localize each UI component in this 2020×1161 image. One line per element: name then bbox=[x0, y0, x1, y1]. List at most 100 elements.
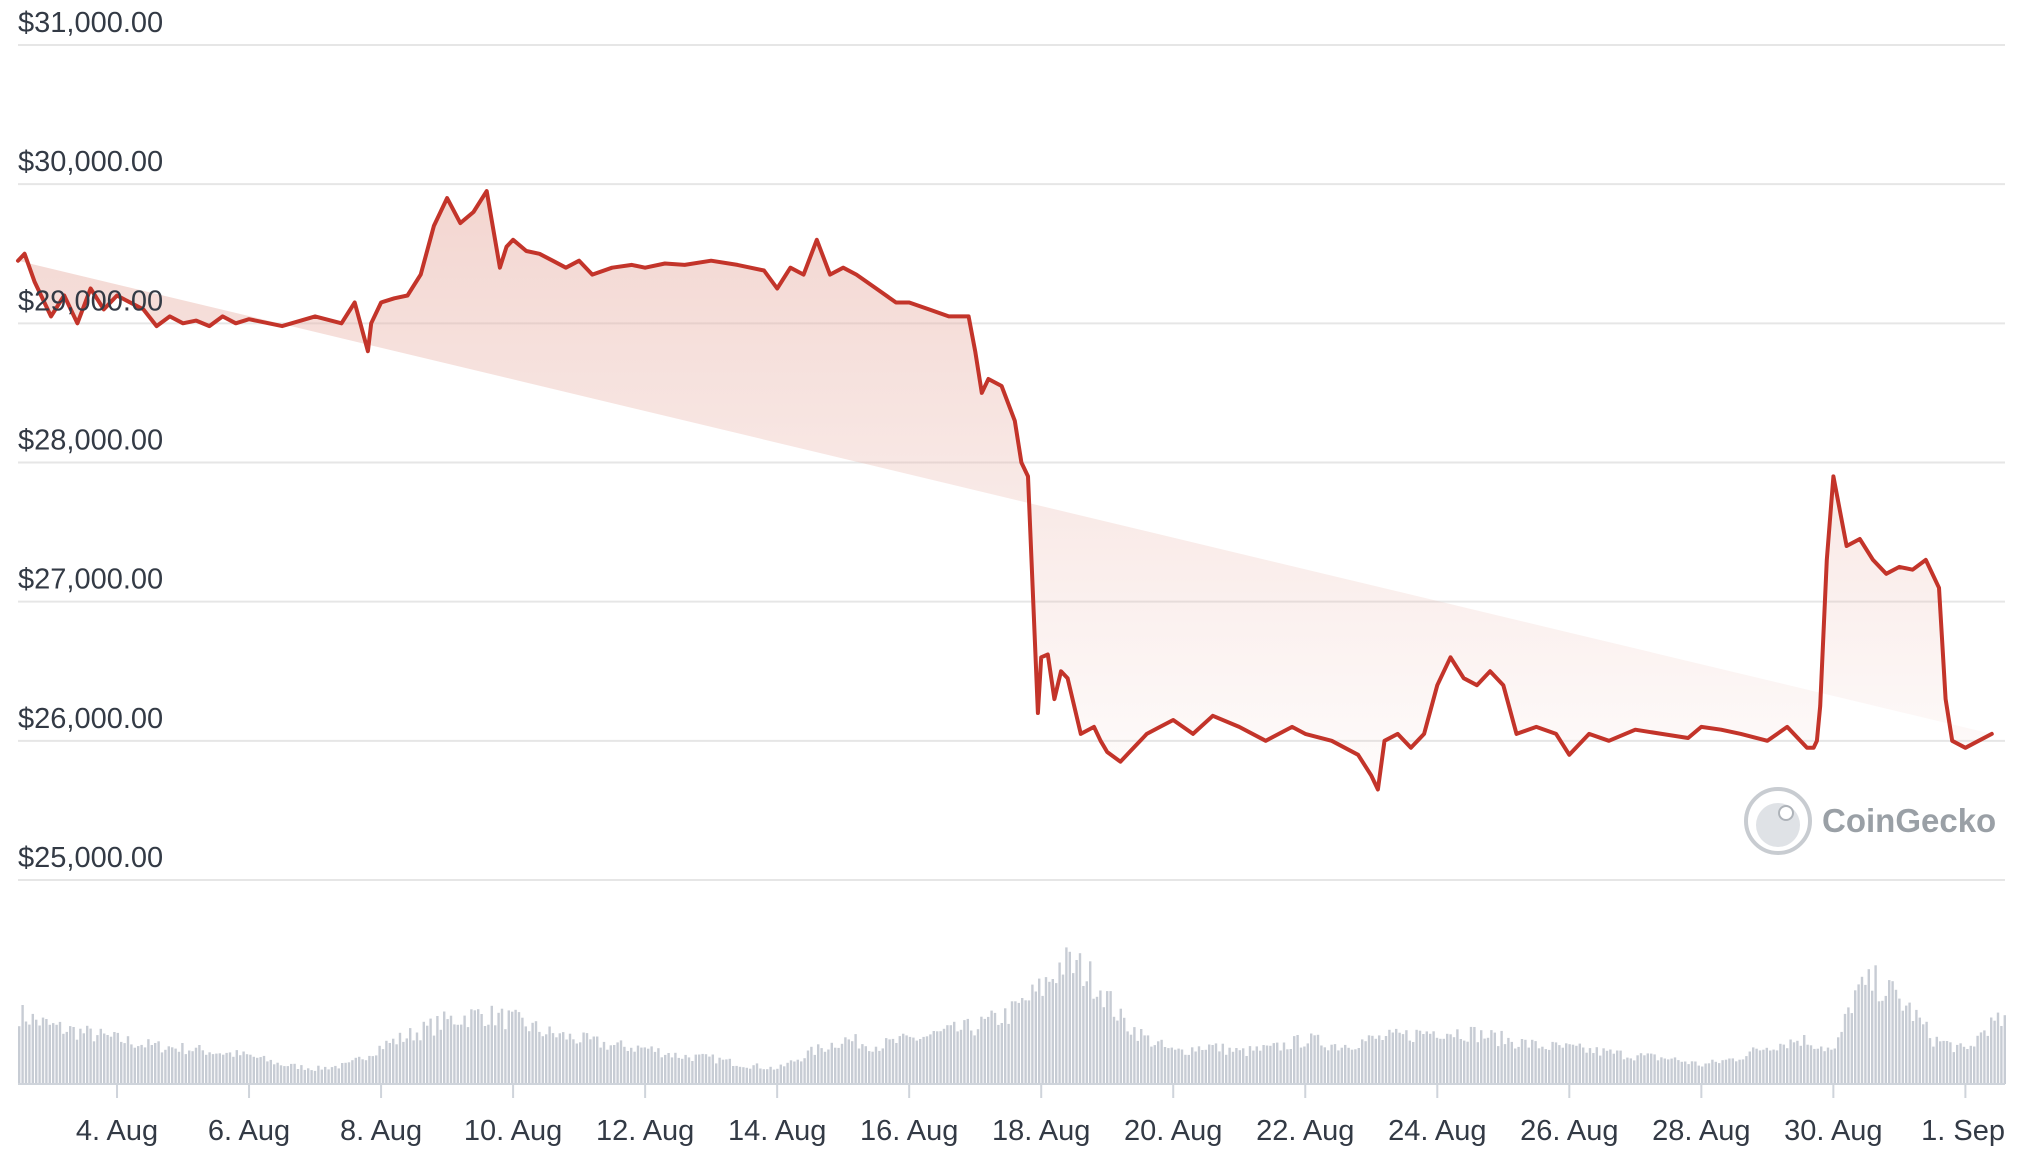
volume-bar bbox=[1391, 1032, 1394, 1084]
volume-bar bbox=[1510, 1041, 1513, 1084]
volume-bar bbox=[789, 1060, 793, 1084]
volume-bar bbox=[565, 1039, 568, 1084]
volume-bar bbox=[810, 1046, 813, 1084]
volume-bar bbox=[1605, 1050, 1609, 1084]
volume-bar bbox=[548, 1026, 551, 1084]
x-axis-ticks bbox=[116, 1084, 1967, 1098]
volume-bar bbox=[89, 1028, 92, 1084]
volume-bar bbox=[402, 1041, 405, 1084]
volume-bar bbox=[398, 1032, 402, 1084]
volume-bar bbox=[1976, 1035, 1979, 1084]
volume-bar bbox=[1748, 1051, 1751, 1084]
volume-bar bbox=[786, 1062, 789, 1084]
volume-bar bbox=[844, 1037, 847, 1084]
volume-bar bbox=[1432, 1031, 1435, 1084]
volume-bar bbox=[1248, 1046, 1252, 1084]
volume-bar bbox=[337, 1068, 340, 1084]
volume-bar bbox=[296, 1069, 300, 1084]
x-tick-label: 28. Aug bbox=[1652, 1115, 1750, 1147]
volume-bar bbox=[1313, 1035, 1316, 1084]
volume-bar bbox=[1874, 965, 1877, 1084]
volume-bar bbox=[1044, 977, 1048, 1084]
volume-bar bbox=[939, 1031, 942, 1084]
volume-bar bbox=[439, 1029, 442, 1084]
volume-bar bbox=[568, 1033, 572, 1084]
volume-bar bbox=[99, 1028, 102, 1084]
volume-bar bbox=[205, 1054, 208, 1084]
y-tick-label: $25,000.00 bbox=[18, 842, 163, 874]
volume-bar bbox=[1337, 1050, 1340, 1084]
volume-bar bbox=[256, 1057, 259, 1084]
volume-bar bbox=[273, 1064, 276, 1084]
volume-bar bbox=[1592, 1053, 1595, 1084]
volume-bar bbox=[137, 1046, 140, 1084]
volume-bar bbox=[1163, 1047, 1167, 1084]
volume-bar bbox=[888, 1039, 891, 1084]
volume-bar bbox=[1446, 1033, 1449, 1084]
volume-bar bbox=[1792, 1042, 1796, 1084]
x-tick-label: 16. Aug bbox=[860, 1115, 958, 1147]
volume-bar bbox=[1694, 1061, 1697, 1084]
volume-bar bbox=[1466, 1041, 1469, 1084]
volume-bar bbox=[1065, 947, 1068, 1084]
volume-bar bbox=[1789, 1039, 1792, 1084]
volume-bar bbox=[1119, 1008, 1122, 1084]
volume-bar bbox=[1310, 1033, 1313, 1084]
volume-bar bbox=[388, 1043, 391, 1084]
volume-bar bbox=[1361, 1039, 1364, 1084]
volume-bar bbox=[1374, 1038, 1377, 1084]
volume-bar bbox=[62, 1033, 65, 1084]
volume-bar bbox=[660, 1057, 663, 1084]
volume-bar bbox=[1272, 1043, 1275, 1084]
volume-bar bbox=[1201, 1050, 1204, 1084]
volume-bar bbox=[1469, 1026, 1473, 1084]
volume-bar bbox=[1854, 990, 1857, 1084]
volume-bar bbox=[1799, 1045, 1802, 1084]
volume-bar bbox=[1840, 1031, 1843, 1084]
volume-bar bbox=[817, 1044, 820, 1084]
x-tick-label: 24. Aug bbox=[1388, 1115, 1486, 1147]
volume-bar bbox=[283, 1066, 286, 1084]
volume-bar bbox=[1048, 981, 1051, 1084]
volume-bar bbox=[980, 1016, 983, 1084]
volume-bar bbox=[1412, 1042, 1415, 1084]
volume-bar bbox=[375, 1055, 378, 1084]
volume-bar bbox=[1616, 1050, 1619, 1084]
volume-bar bbox=[174, 1048, 177, 1084]
volume-bar bbox=[1884, 995, 1887, 1084]
volume-bar bbox=[347, 1062, 351, 1084]
x-tick-label: 22. Aug bbox=[1256, 1115, 1354, 1147]
volume-bar bbox=[667, 1053, 670, 1084]
volume-bar bbox=[120, 1041, 123, 1084]
volume-bar bbox=[490, 1005, 493, 1084]
volume-bar bbox=[891, 1038, 895, 1084]
volume-bar bbox=[191, 1051, 194, 1084]
volume-bar bbox=[1408, 1040, 1411, 1084]
volume-bar bbox=[1942, 1040, 1945, 1084]
volume-bar bbox=[1333, 1044, 1337, 1084]
volume-bar bbox=[1449, 1034, 1452, 1084]
volume-bar bbox=[959, 1029, 963, 1084]
volume-bar bbox=[1075, 960, 1078, 1084]
volume-bar bbox=[460, 1024, 463, 1084]
volume-bar bbox=[1762, 1049, 1765, 1084]
volume-bar bbox=[1599, 1055, 1602, 1084]
volume-bar bbox=[1660, 1057, 1663, 1084]
volume-bar bbox=[109, 1036, 113, 1084]
volume-bar bbox=[1143, 1035, 1146, 1084]
volume-bar bbox=[1816, 1048, 1819, 1084]
volume-bar bbox=[1860, 976, 1864, 1084]
volume-bar bbox=[453, 1024, 456, 1084]
volume-bar bbox=[1014, 1001, 1017, 1084]
volume-bar bbox=[997, 1024, 1000, 1084]
volume-bar bbox=[531, 1022, 534, 1084]
volume-bar bbox=[392, 1038, 395, 1084]
volume-bar bbox=[1255, 1046, 1258, 1084]
volume-bar bbox=[1211, 1045, 1214, 1084]
volume-bar bbox=[1174, 1049, 1177, 1084]
volume-bar bbox=[150, 1045, 153, 1084]
watermark-text: CoinGecko bbox=[1822, 802, 1996, 839]
volume-bar bbox=[895, 1043, 898, 1084]
volume-bar bbox=[851, 1041, 854, 1084]
